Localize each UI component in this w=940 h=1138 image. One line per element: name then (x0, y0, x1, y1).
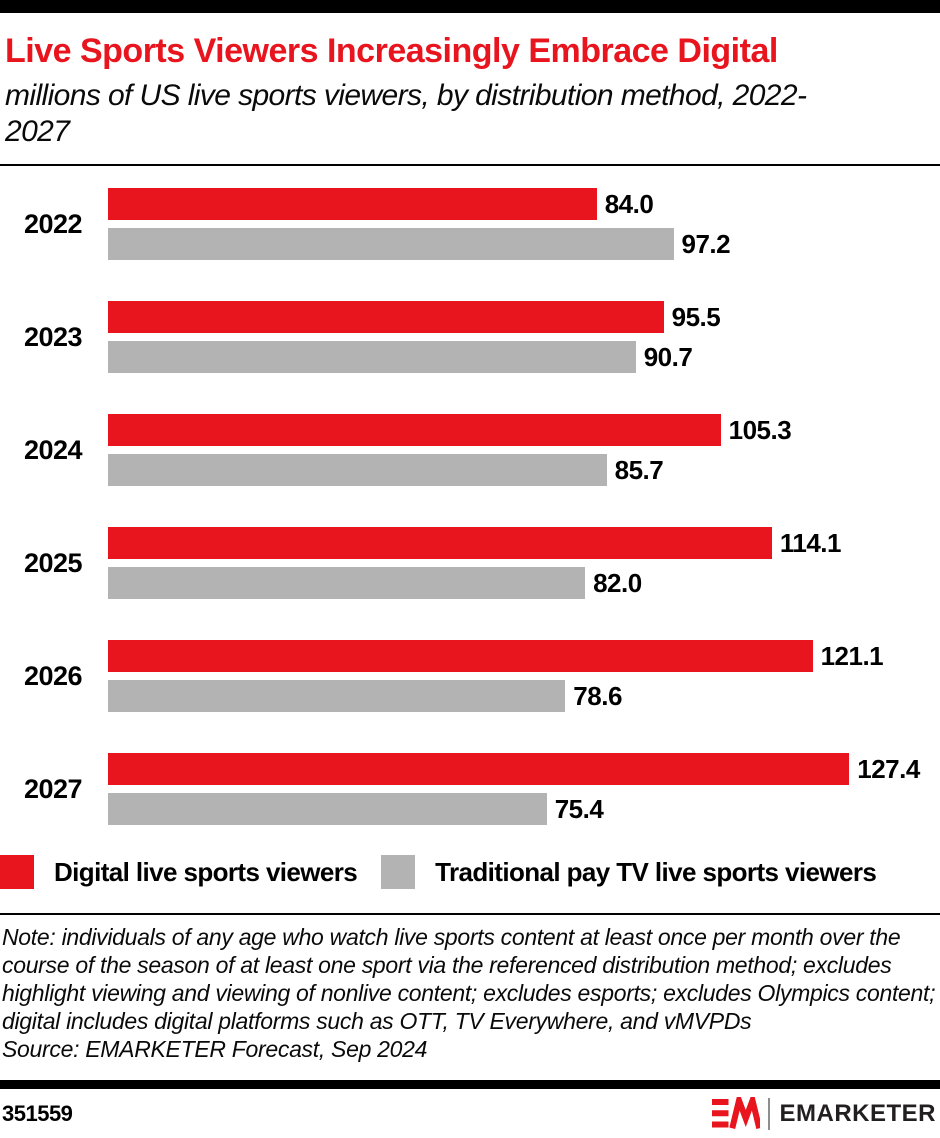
bar-value-label: 85.7 (614, 454, 664, 485)
bar-line: 84.0 (108, 188, 940, 221)
bar-value-label: 97.2 (681, 228, 731, 259)
bar-digital (108, 414, 721, 447)
bar-value-label: 95.5 (671, 301, 721, 332)
bar-value-label: 75.4 (554, 793, 604, 824)
bar-value-label: 84.0 (604, 188, 654, 219)
footer: 351559 EMARKETER (0, 1089, 940, 1138)
bar-line: 85.7 (108, 454, 940, 487)
bar-chart: 2022 84.0 97.2 2023 95.5 90.7 2024 105.3 85.7 202… (0, 166, 940, 826)
chart-subtitle: millions of US live sports viewers, by d… (5, 79, 807, 149)
bars-group: 84.0 97.2 (108, 188, 940, 261)
year-label: 2024 (24, 434, 83, 465)
chart-id: 351559 (2, 1100, 73, 1126)
bar-traditional (108, 341, 636, 374)
page-title: Live Sports Viewers Increasingly Embrace… (5, 32, 778, 70)
bar-value-label: 90.7 (643, 341, 693, 372)
chart-legend: Digital live sports viewers Traditional … (0, 855, 940, 890)
bars-group: 105.3 85.7 (108, 414, 940, 487)
bar-line: 95.5 (108, 301, 940, 334)
legend-label-traditional: Traditional pay TV live sports viewers (435, 856, 877, 887)
bar-digital (108, 188, 597, 221)
bar-value-label: 114.1 (779, 527, 842, 558)
bar-line: 90.7 (108, 341, 940, 374)
em-monogram-icon (712, 1096, 761, 1129)
legend-label-digital: Digital live sports viewers (54, 856, 358, 887)
chart-row-2023: 2023 95.5 90.7 (0, 301, 940, 374)
header-divider (0, 164, 940, 167)
bar-traditional (108, 228, 674, 261)
note-divider (0, 913, 940, 916)
bar-value-label: 121.1 (820, 640, 884, 671)
emarketer-logo: EMARKETER (712, 1096, 936, 1131)
chart-row-2024: 2024 105.3 85.7 (0, 414, 940, 487)
year-label: 2025 (24, 547, 83, 578)
bar-line: 78.6 (108, 680, 940, 713)
bar-line: 105.3 (108, 414, 940, 447)
bar-line: 121.1 (108, 640, 940, 673)
bar-line: 97.2 (108, 228, 940, 261)
bars-group: 121.1 78.6 (108, 640, 940, 713)
bars-group: 95.5 90.7 (108, 301, 940, 374)
chart-header: Live Sports Viewers Increasingly Embrace… (0, 13, 940, 150)
year-label: 2027 (24, 773, 83, 804)
chart-row-2027: 2027 127.4 75.4 (0, 753, 940, 826)
year-label: 2023 (24, 321, 83, 352)
bar-value-label: 127.4 (857, 753, 920, 784)
source-text: Source: EMARKETER Forecast, Sep 2024 (2, 1036, 428, 1063)
legend-swatch-traditional (381, 855, 416, 890)
chart-row-2025: 2025 114.1 82.0 (0, 527, 940, 600)
top-black-bar (0, 0, 940, 13)
bar-line: 75.4 (108, 793, 940, 826)
bar-traditional (108, 567, 586, 600)
bar-value-label: 78.6 (573, 680, 622, 711)
footer-black-bar (0, 1080, 940, 1089)
bar-line: 127.4 (108, 753, 940, 786)
bar-digital (108, 753, 850, 786)
bars-group: 127.4 75.4 (108, 753, 940, 826)
bar-digital (108, 640, 813, 673)
note-block: Note: individuals of any age who watch l… (0, 915, 940, 1063)
bar-value-label: 82.0 (593, 567, 642, 598)
legend-swatch-digital (0, 855, 34, 890)
note-text: Note: individuals of any age who watch l… (2, 924, 936, 1035)
chart-row-2026: 2026 121.1 78.6 (0, 640, 940, 713)
bars-group: 114.1 82.0 (108, 527, 940, 600)
bar-value-label: 105.3 (728, 414, 792, 445)
bar-traditional (108, 454, 607, 487)
chart-row-2022: 2022 84.0 97.2 (0, 188, 940, 261)
bar-line: 114.1 (108, 527, 940, 560)
bar-traditional (108, 793, 547, 826)
bar-traditional (108, 680, 566, 713)
logo-divider (768, 1097, 771, 1130)
bar-digital (108, 527, 772, 560)
brand-name: EMARKETER (779, 1099, 936, 1127)
bar-digital (108, 301, 664, 334)
bar-line: 82.0 (108, 567, 940, 600)
year-label: 2026 (24, 660, 83, 691)
year-label: 2022 (24, 208, 83, 239)
